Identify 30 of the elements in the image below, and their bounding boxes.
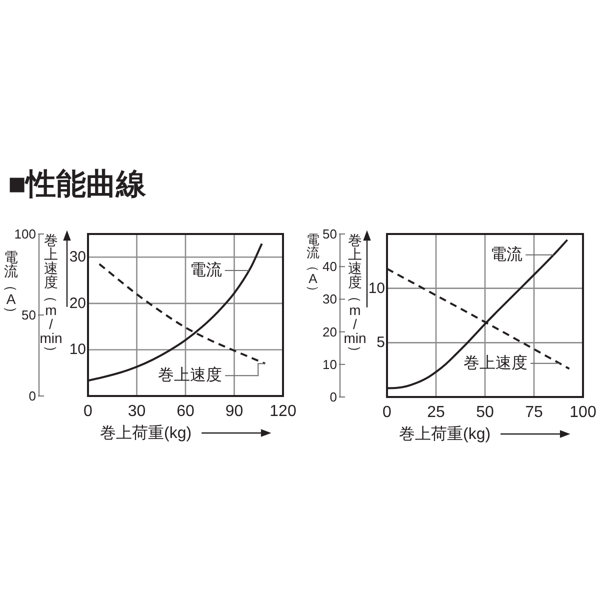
chart-title: ■性能曲線 — [8, 168, 148, 201]
x-axis-title: 巻上荷重(kg) — [100, 424, 192, 442]
x-tick-label: 60 — [176, 403, 194, 420]
x-tick-label: 90 — [225, 403, 244, 420]
y2-axis-title: 電流（A） — [4, 249, 20, 320]
y-axis-title: 巻上速度（m/min） — [344, 232, 366, 359]
x-tick-label: 25 — [427, 404, 445, 421]
y2-tick-label: 40 — [322, 259, 337, 274]
y2-tick-label: 100 — [14, 226, 36, 242]
y2-tick-label: 20 — [322, 324, 337, 340]
y2-tick-label: 10 — [322, 356, 337, 372]
y2-tick-label: 50 — [22, 308, 36, 322]
y2-tick-label: 0 — [28, 388, 36, 404]
x-axis-title: 巻上荷重(kg) — [399, 425, 491, 443]
x-tick-label: 50 — [476, 404, 494, 421]
x-tick-label: 0 — [84, 403, 93, 420]
y2-axis-title: 電流（A） — [306, 232, 321, 298]
y-tick-label: 30 — [69, 248, 86, 266]
y2-tick-label: 0 — [330, 390, 337, 404]
y-axis-title: 巻上速度（m/min） — [40, 232, 62, 359]
y-tick-label: 5 — [376, 334, 385, 352]
x-tick-label: 30 — [128, 403, 146, 420]
y-tick-label: 10 — [69, 341, 86, 358]
y2-tick-label: 50 — [322, 226, 337, 242]
x-tick-label: 0 — [382, 404, 392, 421]
y2-tick-label: 30 — [322, 292, 337, 307]
x-tick-label: 100 — [570, 404, 596, 421]
x-tick-label: 75 — [525, 404, 543, 421]
x-tick-label: 120 — [270, 403, 296, 420]
y-tick-label: 20 — [69, 294, 86, 312]
